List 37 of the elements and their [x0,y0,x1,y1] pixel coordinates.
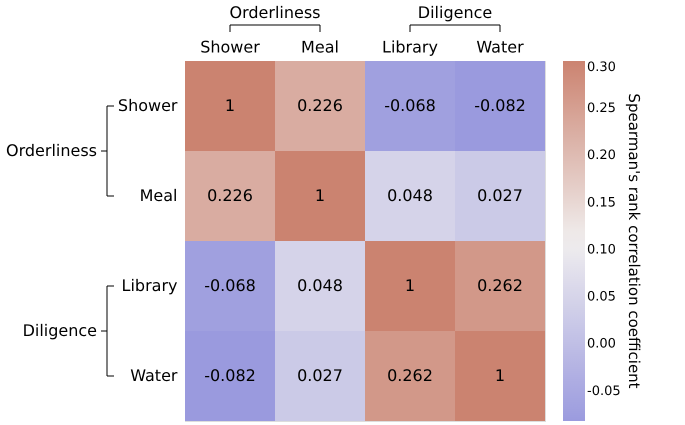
color-bar-label: 0.30 [587,60,616,75]
x-tick-label: Water [476,38,524,56]
data-label: 0.262 [477,276,523,295]
color-bar-label: 0.10 [587,242,616,258]
color-bar-label: 0.15 [587,195,616,210]
x-tick-label: Library [382,38,438,56]
data-label: 0.262 [387,366,433,385]
data-label: 1 [494,366,506,385]
color-bar-label: 0.25 [587,101,616,116]
text: Diligence [22,321,97,340]
data-label: -0.068 [384,96,436,115]
data-label: 0.027 [297,366,343,385]
data-label: 0.048 [387,186,433,205]
color-bar-label: 0.20 [587,148,616,164]
data-label: 0.226 [297,96,343,115]
y-tick-label: Meal [140,186,178,205]
data-label: 0.048 [297,276,343,295]
data-label: 1 [404,276,416,295]
color-bar-label: 0.00 [587,336,616,352]
data-label: -0.082 [474,96,526,115]
data-label: 0.226 [207,186,253,205]
data-label: 1 [314,186,326,205]
data-label: 1 [224,96,236,115]
data-label: -0.082 [204,366,256,385]
x-tick-label: Meal [301,38,339,56]
color-bar-title: Spearman's rank correlation coefficient [625,93,643,389]
y-tick-label: Water [130,366,178,385]
data-label: 0.027 [477,186,523,205]
y-tick-label: Library [122,276,178,295]
text: Orderliness [6,141,97,160]
x-tick-label: Shower [200,38,260,56]
text: Orderliness [229,3,321,22]
y-tick-label: Shower [118,96,178,115]
text: Diligence [418,3,492,22]
data-label: -0.068 [204,276,256,295]
color-bar-label: -0.05 [587,384,621,399]
color-bar-label: 0.05 [587,290,616,305]
